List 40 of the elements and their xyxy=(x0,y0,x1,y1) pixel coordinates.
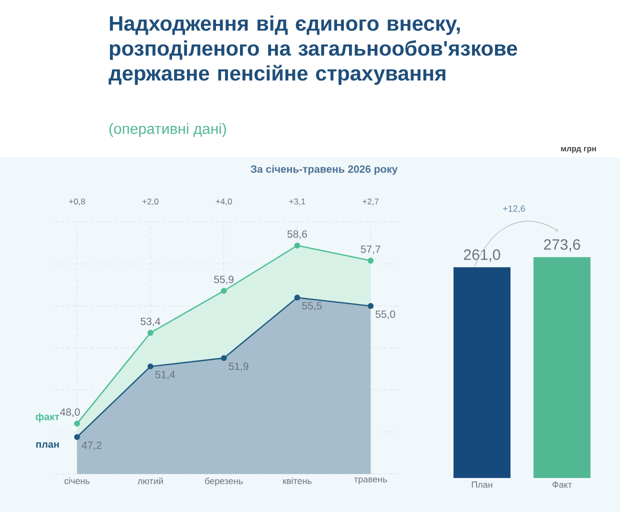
data-label: 57,7 xyxy=(360,246,380,254)
point xyxy=(74,434,80,440)
data-label: 55,9 xyxy=(214,276,234,284)
data-label: 55,5 xyxy=(302,302,322,311)
text: +12,6 xyxy=(503,205,525,213)
point xyxy=(74,420,80,427)
x-tick-label: квітень xyxy=(283,478,312,484)
x-tick-label: січень xyxy=(64,478,90,484)
text: За січень-травень 2026 року xyxy=(250,165,398,175)
x-tick-label: лютий xyxy=(138,478,163,484)
point xyxy=(220,355,227,362)
point xyxy=(220,288,227,294)
data-label: 47,2 xyxy=(82,442,102,450)
text: +2,0 xyxy=(142,198,158,206)
series-label: план xyxy=(36,442,59,448)
point xyxy=(368,258,374,264)
point xyxy=(294,242,300,248)
data-label: 51,4 xyxy=(155,370,175,380)
text: +4,0 xyxy=(216,198,232,206)
series-label: факт xyxy=(36,412,60,422)
point xyxy=(147,330,154,336)
text: +3,1 xyxy=(289,198,306,206)
text: +2,7 xyxy=(362,198,379,206)
data-label: 261,0 xyxy=(464,249,500,262)
data-label: 273,6 xyxy=(544,239,580,252)
chart-subtitle: (оперативні дані) xyxy=(109,123,226,137)
data-label: 53,4 xyxy=(140,318,160,326)
chart-title: Надходження від єдиного внеску, розподіленого на загальнообов'язкове державне пенсійне страхування xyxy=(108,16,518,85)
point xyxy=(368,303,374,309)
data-label: 58,6 xyxy=(287,230,307,239)
point xyxy=(294,294,300,301)
x-tick-label: березень xyxy=(205,478,243,486)
x-tick-label: Факт xyxy=(552,482,572,488)
text: +0,8 xyxy=(69,198,86,206)
data-label: 55,0 xyxy=(376,310,396,320)
data-label: 48,0 xyxy=(60,408,80,418)
data-label: 51,9 xyxy=(228,362,248,372)
x-tick-label: План xyxy=(472,482,492,488)
point xyxy=(147,364,154,370)
x-tick-label: травень xyxy=(354,478,387,484)
